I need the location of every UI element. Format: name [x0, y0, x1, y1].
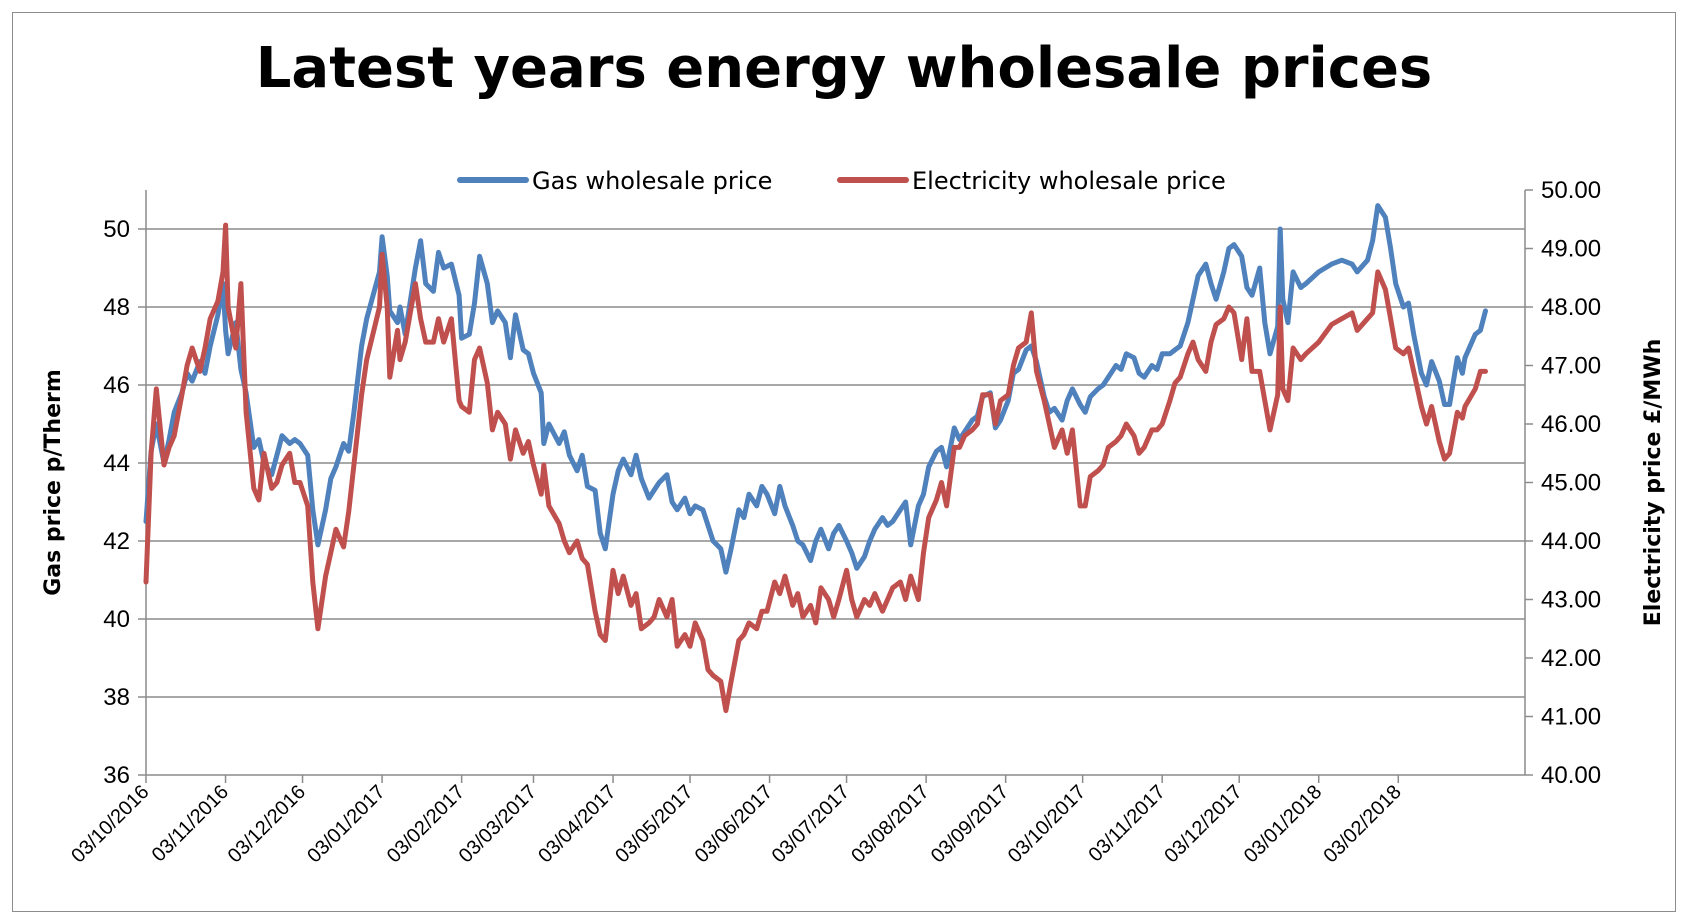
right-tick-label: 44.00 — [1541, 528, 1601, 555]
x-tick-label: 03/08/2017 — [847, 781, 933, 867]
x-tick-label: 03/06/2017 — [691, 781, 777, 867]
right-tick-label: 43.00 — [1541, 587, 1601, 614]
right-tick-label: 42.00 — [1541, 645, 1601, 672]
left-tick-label: 44 — [103, 450, 130, 477]
right-tick-label: 46.00 — [1541, 411, 1601, 438]
x-tick-label: 03/01/2018 — [1240, 781, 1326, 867]
x-tick-label: 03/10/2016 — [67, 781, 153, 867]
left-tick-label: 40 — [103, 606, 130, 633]
x-tick-label: 03/11/2017 — [1084, 781, 1169, 866]
left-tick-label: 42 — [103, 528, 130, 555]
right-tick-label: 49.00 — [1541, 236, 1601, 263]
x-tick-label: 03/07/2017 — [768, 781, 854, 867]
x-tick-label: 03/01/2017 — [303, 781, 389, 867]
right-tick-label: 41.00 — [1541, 704, 1601, 731]
left-tick-label: 46 — [103, 372, 130, 399]
x-tick-label: 03/10/2017 — [1004, 781, 1090, 867]
x-tick-label: 03/11/2016 — [148, 781, 233, 866]
right-tick-label: 47.00 — [1541, 353, 1601, 380]
series-line-electricity — [143, 222, 1488, 714]
x-tick-label: 03/12/2017 — [1160, 781, 1246, 867]
left-tick-label: 48 — [103, 294, 130, 321]
legend-label: Electricity wholesale price — [912, 167, 1226, 195]
left-axis-title: Gas price p/Therm — [41, 369, 66, 596]
right-axis-title: Electricity price £/MWh — [1641, 339, 1666, 626]
x-tick-label: 03/09/2017 — [927, 781, 1013, 867]
x-tick-label: 03/02/2018 — [1319, 781, 1405, 867]
right-tick-label: 40.00 — [1541, 762, 1601, 789]
x-tick-label: 03/03/2017 — [455, 781, 541, 867]
x-tick-label: 03/05/2017 — [611, 781, 697, 867]
legend-label: Gas wholesale price — [532, 167, 772, 195]
left-tick-label: 36 — [103, 762, 130, 789]
x-tick-label: 03/12/2016 — [224, 781, 310, 867]
left-tick-label: 50 — [103, 216, 130, 243]
right-tick-label: 45.00 — [1541, 470, 1601, 497]
right-tick-label: 48.00 — [1541, 294, 1601, 321]
chart-title: Latest years energy wholesale prices — [255, 36, 1433, 101]
left-tick-label: 38 — [103, 684, 130, 711]
right-tick-label: 50.00 — [1541, 177, 1601, 204]
x-tick-label: 03/04/2017 — [534, 781, 620, 867]
series-line-gas — [143, 203, 1488, 575]
